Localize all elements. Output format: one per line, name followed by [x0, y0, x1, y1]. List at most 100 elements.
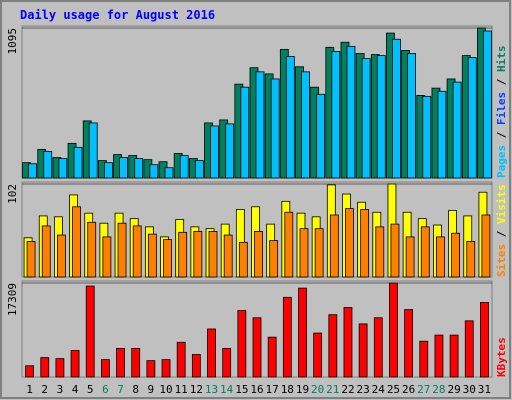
x-tick-label: 21	[326, 383, 339, 396]
x-tick-label: 22	[341, 383, 354, 396]
bar	[149, 164, 159, 179]
bar	[222, 347, 232, 378]
bar	[41, 225, 51, 278]
y-tick-label: 17309	[6, 283, 19, 316]
bar	[237, 310, 247, 378]
bar	[255, 71, 265, 179]
bar	[284, 211, 294, 278]
bar	[131, 347, 141, 378]
x-tick-label: 31	[478, 383, 491, 396]
bar	[117, 222, 127, 278]
bar	[194, 160, 204, 179]
bar	[299, 228, 309, 278]
bar	[301, 71, 310, 179]
bar	[285, 56, 295, 179]
x-tick-label: 7	[117, 383, 124, 396]
bar	[223, 234, 233, 278]
bar	[25, 365, 34, 378]
bar	[437, 90, 447, 179]
chart-title: Daily usage for August 2016	[20, 8, 215, 22]
bar	[132, 225, 142, 278]
bar	[147, 233, 157, 278]
bar	[436, 236, 445, 278]
bar	[345, 208, 354, 278]
x-tick-label: 1	[26, 383, 33, 396]
x-tick-label: 20	[311, 383, 324, 396]
bar	[389, 282, 398, 378]
bar	[331, 51, 341, 179]
bar	[270, 78, 280, 179]
bar	[269, 240, 279, 278]
x-tick-label: 30	[463, 383, 476, 396]
bar	[164, 167, 174, 179]
bar	[163, 239, 172, 278]
bar	[328, 314, 338, 378]
bar	[466, 241, 476, 278]
x-tick-label: 23	[357, 383, 370, 396]
legend-entry: KBytes	[495, 337, 508, 377]
bar	[208, 231, 218, 278]
bar	[193, 231, 203, 278]
bar	[404, 309, 414, 378]
x-tick-label: 29	[447, 383, 460, 396]
bar	[252, 317, 262, 378]
bar	[346, 45, 356, 179]
x-tick-label: 6	[102, 383, 109, 396]
legend-entry: Hits	[495, 46, 508, 73]
legend-entry: Sites	[495, 244, 508, 277]
bar	[238, 241, 248, 278]
x-tick-label: 24	[372, 383, 386, 396]
bar	[26, 241, 36, 278]
legend-separator: /	[495, 224, 508, 244]
bar	[358, 323, 368, 378]
bar	[464, 320, 474, 378]
bar	[343, 307, 353, 378]
bar	[88, 122, 98, 179]
bar	[58, 158, 68, 179]
bar	[449, 334, 459, 378]
bar	[373, 317, 383, 378]
y-tick-label: 1095	[6, 28, 19, 55]
bar	[483, 30, 492, 179]
bar	[70, 350, 80, 378]
x-tick-label: 26	[402, 383, 415, 396]
bar	[134, 158, 144, 179]
bar	[100, 359, 110, 378]
bar	[451, 232, 460, 278]
legend: Sites / Visits	[495, 184, 508, 277]
bar	[225, 123, 235, 179]
legend-separator: /	[495, 72, 508, 92]
bar	[314, 228, 324, 278]
x-tick-label: 9	[148, 383, 155, 396]
bar	[116, 347, 125, 378]
bar	[87, 221, 97, 278]
x-tick-label: 17	[266, 383, 279, 396]
bar	[375, 226, 385, 278]
bar	[119, 157, 128, 179]
bar	[298, 287, 307, 378]
bar	[420, 226, 430, 278]
bar	[267, 336, 277, 378]
x-tick-label: 2	[41, 383, 48, 396]
bar	[57, 234, 66, 278]
legend: KBytes	[495, 337, 508, 377]
bar	[28, 163, 37, 179]
x-tick-label: 13	[205, 383, 218, 396]
legend-separator: /	[495, 125, 508, 145]
legend-entry: Pages	[495, 145, 508, 178]
bar	[55, 358, 65, 378]
bar	[481, 214, 491, 278]
x-tick-label: 15	[235, 383, 248, 396]
bar	[392, 38, 401, 179]
bar	[434, 334, 444, 378]
bar	[419, 340, 429, 378]
x-tick-label: 4	[72, 383, 79, 396]
x-tick-label: 19	[296, 383, 309, 396]
x-tick-label: 3	[57, 383, 64, 396]
bar	[40, 357, 50, 378]
x-tick-label: 12	[190, 383, 203, 396]
bar	[43, 151, 53, 179]
x-tick-label: 28	[432, 383, 445, 396]
